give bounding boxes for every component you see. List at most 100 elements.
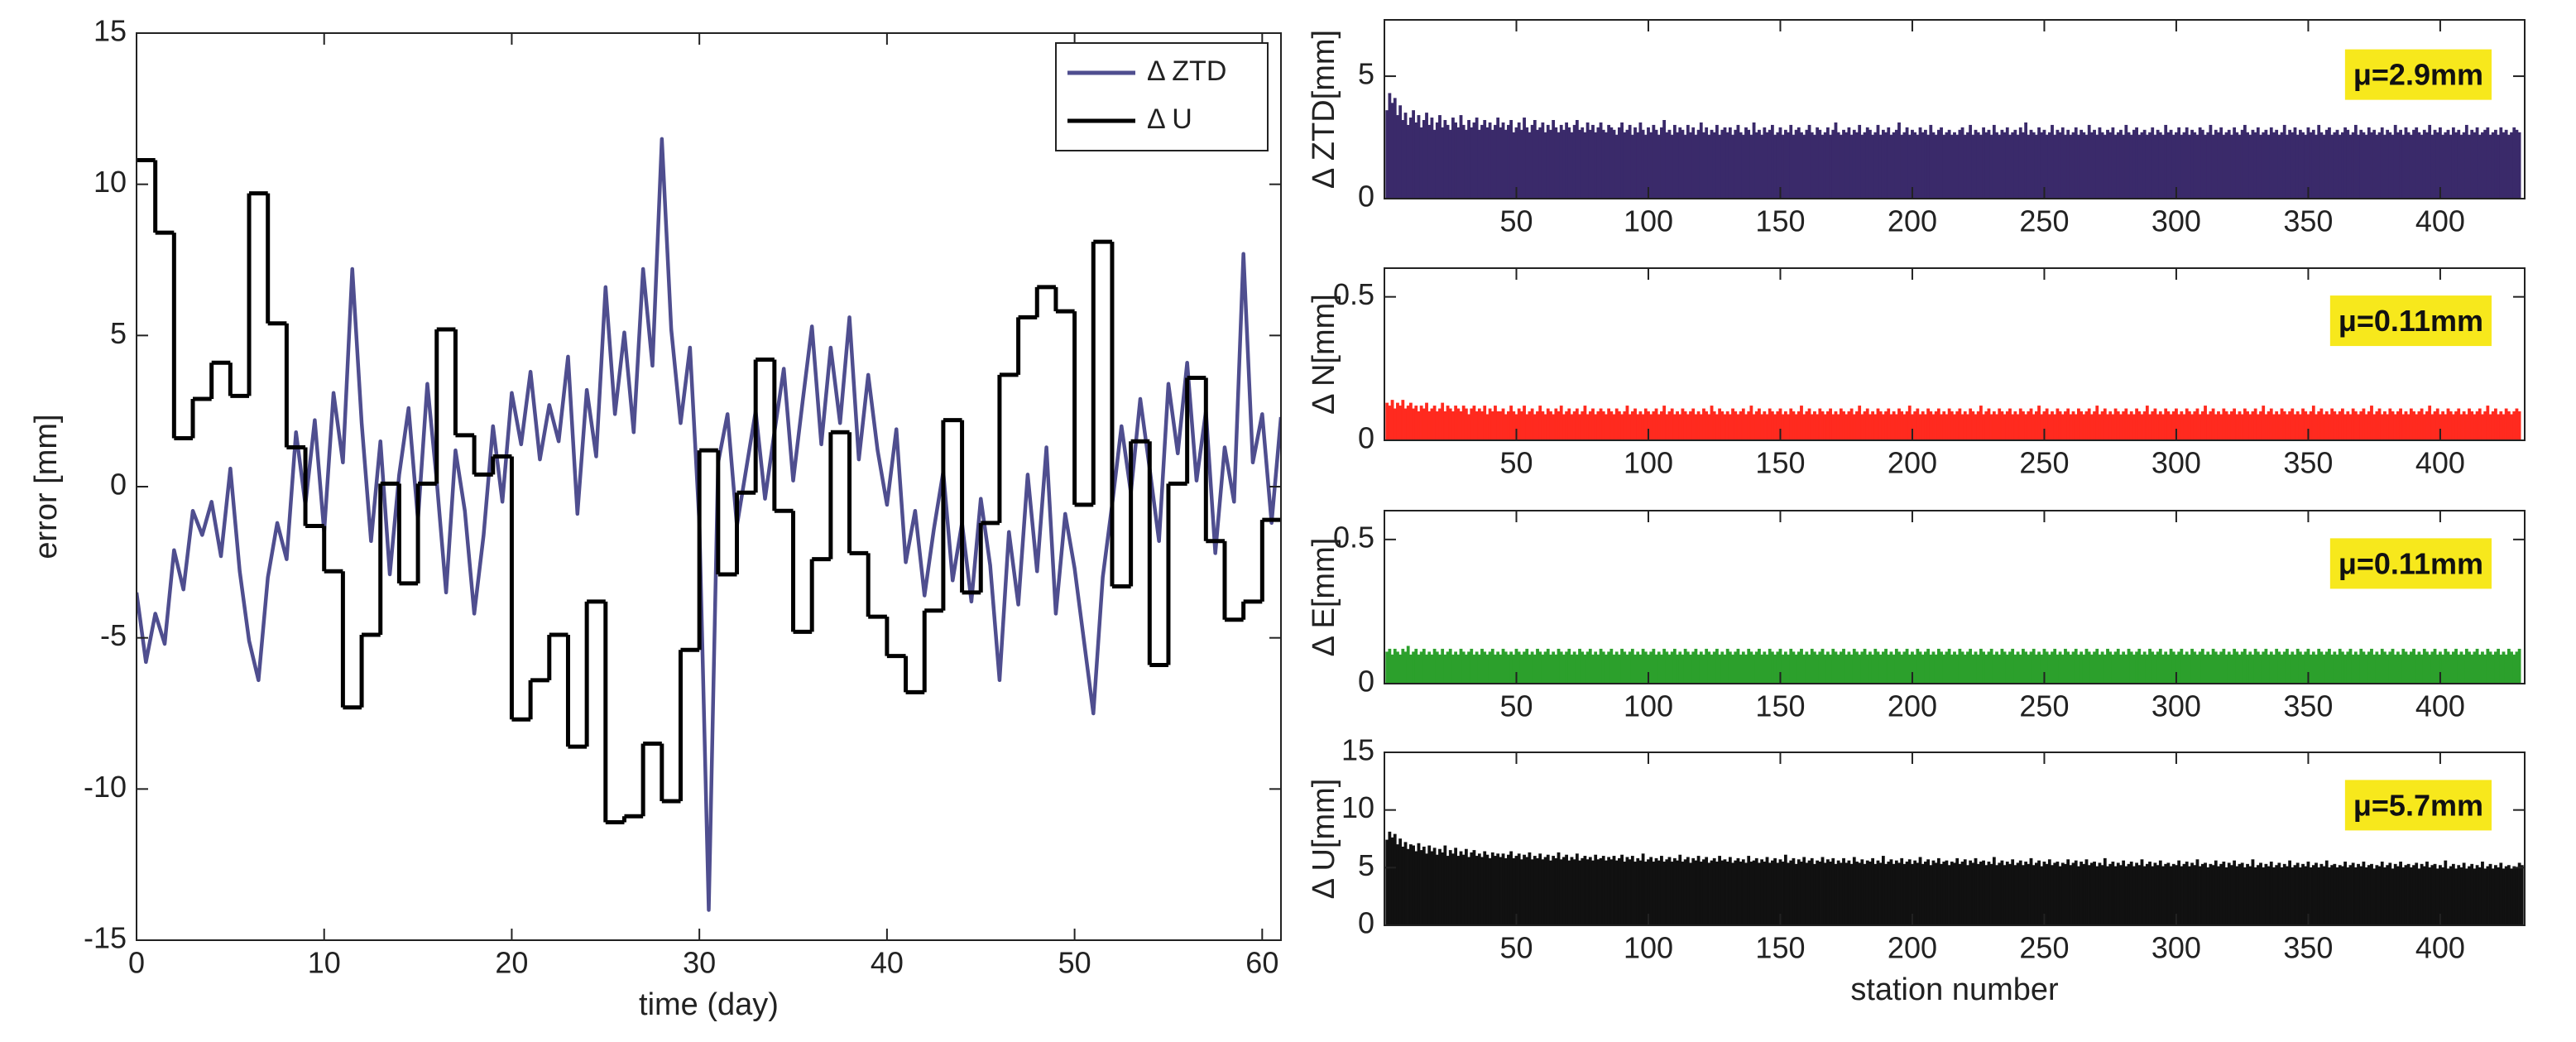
bar xyxy=(1467,651,1470,684)
bar xyxy=(1448,408,1452,440)
bar xyxy=(1643,651,1648,684)
bar xyxy=(1681,654,1685,684)
bar xyxy=(1654,408,1658,440)
bar xyxy=(1625,406,1629,440)
bar xyxy=(1852,414,1856,440)
bar xyxy=(1406,406,1410,440)
bar xyxy=(2032,648,2036,684)
bar xyxy=(1633,654,1637,684)
bar xyxy=(2370,863,2373,925)
bar xyxy=(2224,867,2228,925)
bar xyxy=(2275,865,2279,925)
bar xyxy=(1454,406,1458,440)
bar xyxy=(2380,648,2384,684)
bar xyxy=(1765,857,1769,925)
bar xyxy=(1533,120,1537,199)
bar xyxy=(2317,124,2321,199)
bar xyxy=(1657,860,1661,925)
bar xyxy=(1834,122,1838,199)
bar xyxy=(1633,127,1637,199)
bar xyxy=(2280,654,2284,684)
bar xyxy=(1446,856,1450,925)
bar xyxy=(1676,654,1679,684)
bar xyxy=(2056,408,2060,440)
bar xyxy=(2309,654,2313,684)
bar xyxy=(1477,129,1481,199)
bar xyxy=(2003,865,2007,925)
bar xyxy=(2510,651,2513,684)
bar xyxy=(2506,134,2511,199)
bar xyxy=(1720,411,1725,440)
plot-area xyxy=(137,137,1281,912)
bar xyxy=(2311,651,2315,684)
bar xyxy=(1858,862,1862,925)
bar xyxy=(2362,651,2366,684)
bar xyxy=(2164,408,2168,440)
bar xyxy=(1881,651,1885,684)
bar xyxy=(2089,132,2094,199)
x-tick-label: 250 xyxy=(2019,446,2069,480)
bar xyxy=(2193,411,2197,440)
bar xyxy=(1852,857,1856,925)
bar xyxy=(2486,127,2490,199)
bar xyxy=(1578,860,1581,925)
bar xyxy=(2053,648,2057,684)
bar xyxy=(1736,857,1740,925)
bar xyxy=(2330,865,2334,925)
bar xyxy=(2058,411,2062,440)
bar xyxy=(2200,863,2204,925)
bar xyxy=(2251,411,2255,440)
bar xyxy=(1554,408,1558,440)
annotation-box xyxy=(2344,49,2492,100)
bar xyxy=(2494,408,2497,440)
bar xyxy=(1667,129,1672,199)
bar xyxy=(1438,848,1442,925)
bar xyxy=(2018,127,2022,199)
bar xyxy=(2195,654,2199,684)
bar xyxy=(2457,408,2461,440)
bar xyxy=(1572,411,1576,440)
bar xyxy=(2444,648,2448,684)
bar xyxy=(1494,406,1497,440)
bar xyxy=(2084,648,2089,684)
bar xyxy=(1594,132,1598,199)
bar xyxy=(1446,651,1450,684)
bar xyxy=(1665,651,1669,684)
bar xyxy=(2235,132,2239,199)
bar xyxy=(1754,411,1758,440)
bar xyxy=(1483,651,1487,684)
bar xyxy=(1533,654,1537,684)
bar xyxy=(1575,654,1579,684)
bar xyxy=(1620,122,1624,199)
bar xyxy=(1992,124,1996,199)
bar xyxy=(2051,865,2054,925)
bar xyxy=(1947,648,1951,684)
bar xyxy=(2286,648,2289,684)
bar xyxy=(1905,648,1909,684)
bar xyxy=(1836,654,1840,684)
bar xyxy=(2122,860,2126,925)
bar xyxy=(1989,863,1993,925)
bar xyxy=(2100,132,2104,199)
bar xyxy=(2040,132,2044,199)
bar xyxy=(1942,654,1946,684)
bar xyxy=(1448,129,1452,199)
bar xyxy=(2420,654,2424,684)
bar xyxy=(1940,414,1943,440)
bar xyxy=(1800,406,1803,440)
bar xyxy=(1496,118,1500,199)
bar xyxy=(2497,648,2500,684)
bar xyxy=(2357,654,2360,684)
bar xyxy=(1810,857,1814,925)
bar xyxy=(2227,414,2231,440)
bar xyxy=(2127,132,2131,199)
bar xyxy=(2193,132,2197,199)
bar xyxy=(2177,414,2181,440)
bar xyxy=(2430,414,2434,440)
bar xyxy=(1623,411,1627,440)
bar xyxy=(1710,654,1714,684)
bar xyxy=(1488,857,1492,925)
bar xyxy=(1672,857,1677,925)
bar xyxy=(2222,134,2226,199)
bar xyxy=(2209,863,2213,925)
